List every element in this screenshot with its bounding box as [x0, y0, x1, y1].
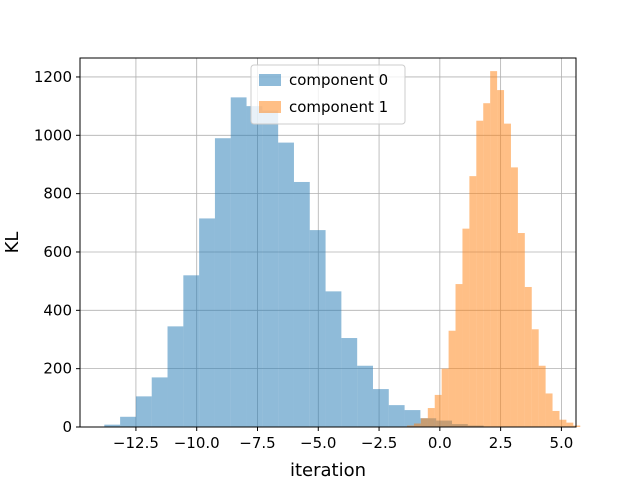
x-tick-label: 2.5: [489, 434, 513, 452]
y-axis-label: KL: [2, 232, 23, 254]
legend-swatch: [259, 74, 281, 86]
histogram-bar-series-1: [524, 286, 532, 427]
histogram-bar-series-0: [293, 181, 310, 427]
histogram-bar-series-1: [434, 394, 442, 427]
y-tick-label: 0: [62, 418, 72, 436]
histogram-bar-series-0: [246, 106, 263, 427]
histogram-bar-series-0: [151, 377, 168, 427]
histogram-bar-series-1: [552, 410, 560, 427]
y-tick-label: 1200: [34, 68, 72, 86]
x-tick-label: −5.0: [300, 434, 336, 452]
x-tick-label: −12.5: [113, 434, 159, 452]
histogram-bar-series-1: [504, 123, 511, 427]
histogram-bar-series-1: [441, 368, 449, 427]
histogram-bar-series-0: [388, 405, 405, 427]
y-tick-label: 1000: [34, 126, 72, 144]
histogram-bar-series-0: [309, 230, 326, 427]
histogram-bar-series-0: [262, 110, 279, 428]
histogram-bar-series-1: [483, 103, 491, 427]
histogram-bars: [104, 71, 581, 428]
y-axis: 0 200 400 600 800 1000 1200: [34, 68, 80, 436]
x-tick-label: 0.0: [428, 434, 452, 452]
histogram-bar-series-1: [545, 393, 553, 427]
histogram-bar-series-0: [341, 338, 358, 427]
histogram-bar-series-0: [214, 138, 231, 427]
histogram-bar-series-1: [566, 422, 574, 427]
histogram-bar-series-1: [469, 176, 477, 427]
histogram-bar-series-1: [476, 120, 484, 427]
x-tick-label: −10.0: [174, 434, 220, 452]
histogram-bar-series-1: [497, 90, 505, 427]
histogram-bar-series-1: [427, 408, 435, 427]
histogram-bar-series-0: [183, 275, 200, 427]
histogram-bar-series-1: [448, 330, 456, 427]
histogram-bar-series-1: [490, 71, 498, 428]
x-axis-label: iteration: [290, 460, 366, 480]
histogram-bar-series-0: [120, 416, 136, 427]
histogram-bar-series-0: [325, 291, 342, 427]
y-tick-label: 200: [43, 360, 72, 378]
histogram-bar-series-0: [167, 326, 184, 427]
histogram-bar-series-0: [278, 142, 294, 427]
legend-box: [250, 64, 406, 125]
histogram-bar-series-0: [230, 97, 247, 427]
histogram-bar-series-1: [517, 233, 525, 427]
plot-frame: [79, 57, 577, 428]
x-axis: −12.5 −10.0 −7.5 −5.0 −2.5 0.0 2.5 5.0: [113, 427, 573, 452]
y-tick-label: 800: [43, 185, 72, 203]
x-tick-label: 5.0: [549, 434, 573, 452]
histogram-bar-series-1: [407, 425, 414, 427]
histogram-bar-series-1: [420, 418, 428, 427]
x-tick-label: −2.5: [361, 434, 397, 452]
histogram-bar-series-1: [573, 425, 581, 427]
x-tick-label: −7.5: [239, 434, 275, 452]
histogram-bar-series-0: [357, 365, 373, 427]
legend-swatch: [259, 101, 281, 113]
histogram-bar-series-1: [538, 365, 546, 427]
histogram-bar-series-0: [135, 396, 152, 427]
y-tick-label: 400: [43, 301, 72, 319]
histogram-bar-series-1: [531, 329, 539, 427]
histogram-bar-series-1: [455, 284, 463, 427]
legend-label: component 0: [289, 71, 388, 89]
histogram-bar-series-0: [104, 424, 121, 427]
histogram-bar-series-0: [199, 218, 215, 427]
y-tick-label: 600: [43, 243, 72, 261]
histogram-bar-series-1: [413, 423, 421, 427]
histogram-bar-series-0: [404, 410, 421, 427]
histogram-bar-series-0: [372, 389, 389, 427]
histogram-bar-series-1: [462, 228, 470, 427]
legend-label: component 1: [289, 98, 388, 116]
histogram-bar-series-1: [559, 419, 567, 427]
legend: component 0 component 1: [250, 64, 406, 125]
histogram-bar-series-1: [510, 167, 518, 428]
